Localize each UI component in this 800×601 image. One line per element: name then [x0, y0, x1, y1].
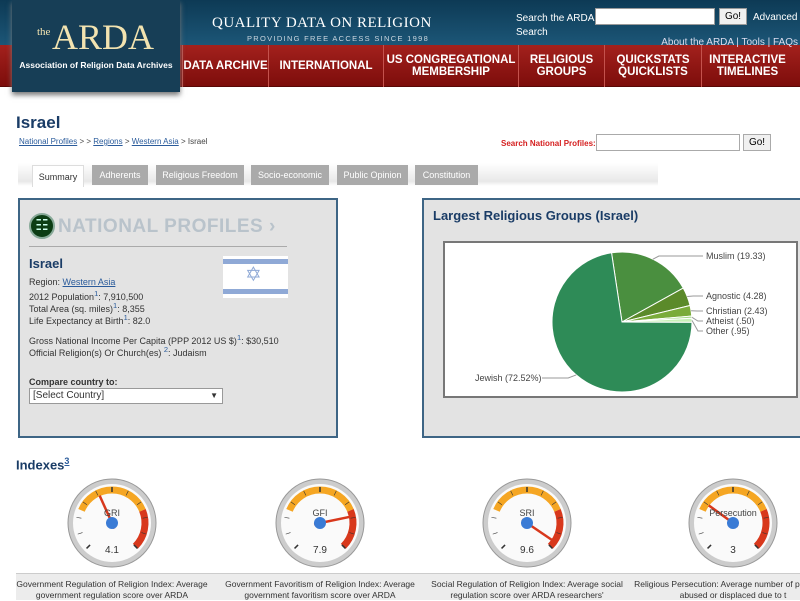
fact-value: : 82.0	[128, 316, 151, 326]
pie-label: Atheist (.50)	[706, 316, 755, 326]
national-profiles-search-input[interactable]	[596, 134, 740, 151]
fact-value: : $30,510	[241, 336, 279, 346]
nav-international[interactable]: INTERNATIONAL	[268, 45, 383, 87]
pie-leader-line	[692, 317, 703, 321]
pie-label: Muslim (19.33)	[706, 251, 766, 261]
search-label-text: Search the ARDA	[516, 13, 594, 24]
advanced-search-link[interactable]: Advanced	[753, 12, 797, 23]
pie-label: Other (.95)	[706, 326, 750, 336]
gauge-gfi: GFI 7.9	[275, 478, 365, 573]
breadcrumb: National Profiles > > Regions > Western …	[19, 137, 207, 146]
chart-title: Largest Religious Groups (Israel)	[433, 208, 638, 223]
national-profiles-search-label: Search National Profiles:	[501, 139, 596, 148]
gauge-label: GFI	[275, 508, 365, 518]
star-of-david-icon: ✡	[245, 264, 262, 286]
pie-label: Agnostic (4.28)	[706, 291, 767, 301]
breadcrumb-western-asia[interactable]: Western Asia	[132, 137, 179, 146]
search-label: Search the ARDA Search	[516, 12, 596, 40]
gauge-caption: Religious Persecution: Average number of…	[631, 575, 800, 600]
pie-label: Christian (2.43)	[706, 306, 768, 316]
tab-summary[interactable]: Summary	[32, 165, 84, 187]
breadcrumb-regions[interactable]: Regions	[93, 137, 122, 146]
gauge-dial	[275, 478, 365, 570]
pie-leader-line	[653, 256, 703, 259]
indexes-footnote-link[interactable]: 3	[64, 456, 69, 466]
pie-chart: Muslim (19.33) Agnostic (4.28) Christian (…	[445, 243, 796, 396]
tab-socio-economic[interactable]: Socio-economic	[251, 165, 329, 185]
pie-label: Jewish (72.52%)	[475, 373, 542, 383]
gauge-label: Persecution	[688, 508, 778, 518]
region-row: Region: Western Asia	[29, 277, 115, 287]
national-profiles-header[interactable]: NATIONAL PROFILES ›	[58, 216, 276, 238]
pie-leader-line	[692, 320, 703, 331]
gauge-value: 7.9	[275, 545, 365, 556]
gauge-value: 9.6	[482, 545, 572, 556]
page-title: Israel	[16, 113, 60, 133]
fact-value: : Judaism	[168, 348, 207, 358]
divider	[29, 246, 287, 247]
pie-leader-line	[542, 375, 576, 378]
arda-logo[interactable]: the ARDA Association of Religion Data Ar…	[12, 0, 180, 92]
compare-selected-value: [Select Country]	[33, 390, 104, 401]
tab-public-opinion[interactable]: Public Opinion	[337, 165, 408, 185]
region-link[interactable]: Western Asia	[63, 277, 116, 287]
nav-quickstats[interactable]: QUICKSTATS QUICKLISTS	[604, 45, 701, 87]
country-name: Israel	[29, 256, 63, 271]
globe-icon: ☷	[29, 213, 55, 239]
logo-the: the	[37, 26, 50, 38]
gauge-caption: Government Favoritism of Religion Index:…	[218, 575, 422, 600]
fact-label: Region:	[29, 277, 63, 287]
tab-constitution[interactable]: Constitution	[415, 165, 478, 185]
breadcrumb-current: > Israel	[179, 137, 208, 146]
pie-leader-line	[687, 296, 703, 297]
official-religion-row: Official Religion(s) Or Church(es) 2: Ju…	[29, 345, 207, 358]
gauge-value: 3	[688, 545, 778, 556]
compare-label: Compare country to:	[29, 377, 118, 387]
national-profiles-go-button[interactable]: Go!	[743, 134, 771, 151]
tab-religious-freedom[interactable]: Religious Freedom	[156, 165, 244, 185]
fact-label: Official Religion(s) Or Church(es)	[29, 348, 164, 358]
dropdown-arrow-icon: ▼	[210, 389, 218, 403]
gauge-caption: Social Regulation of Religion Index: Ave…	[425, 575, 629, 600]
fact-label: Life Expectancy at Birth	[29, 316, 124, 326]
breadcrumb-sep: > >	[77, 137, 93, 146]
gauge-sri: SRI 9.6	[482, 478, 572, 573]
nav-religious-groups[interactable]: RELIGIOUS GROUPS	[518, 45, 604, 87]
gauge-label: SRI	[482, 508, 572, 518]
breadcrumb-national-profiles[interactable]: National Profiles	[19, 137, 77, 146]
gauge-hub	[727, 517, 739, 529]
search-input[interactable]	[595, 8, 715, 25]
gauge-label: GRI	[67, 508, 157, 518]
gauge-value: 4.1	[67, 545, 157, 556]
nav-timelines[interactable]: INTERACTIVE TIMELINES	[701, 45, 793, 87]
gauge-hub	[314, 517, 326, 529]
life-expectancy-row: Life Expectancy at Birth1: 82.0	[29, 313, 150, 326]
nav-us-congregational[interactable]: US CONGREGATIONAL MEMBERSHIP	[383, 45, 518, 87]
logo-sub: Association of Religion Data Archives	[12, 60, 180, 70]
gauge-hub	[106, 517, 118, 529]
gauge-hub	[521, 517, 533, 529]
pie-chart-box: Muslim (19.33) Agnostic (4.28) Christian (…	[443, 241, 798, 398]
gauge-dial	[482, 478, 572, 570]
nav-data-archive[interactable]: DATA ARCHIVE	[182, 45, 268, 87]
tagline: QUALITY DATA ON RELIGION	[212, 15, 432, 32]
gauge-persecution: Persecution 3	[688, 478, 778, 573]
search-label-text: Search	[516, 27, 548, 38]
gauge-caption: Government Regulation of Religion Index:…	[10, 575, 214, 600]
flag-stripe	[223, 289, 288, 294]
logo-main: ARDA	[52, 16, 154, 58]
gauge-gri: GRI 4.1	[67, 478, 157, 573]
tab-adherents[interactable]: Adherents	[92, 165, 148, 185]
tagline-sub: PROVIDING FREE ACCESS SINCE 1998	[247, 34, 429, 43]
search-go-button[interactable]: Go!	[719, 8, 747, 25]
gauge-dial	[67, 478, 157, 570]
compare-country-select[interactable]: [Select Country] ▼	[29, 388, 223, 404]
indexes-title: Indexes	[16, 457, 64, 472]
gauge-dial	[688, 478, 778, 570]
indexes-heading: Indexes3	[16, 455, 69, 472]
breadcrumb-sep: >	[123, 137, 132, 146]
israel-flag: ✡	[223, 256, 288, 298]
